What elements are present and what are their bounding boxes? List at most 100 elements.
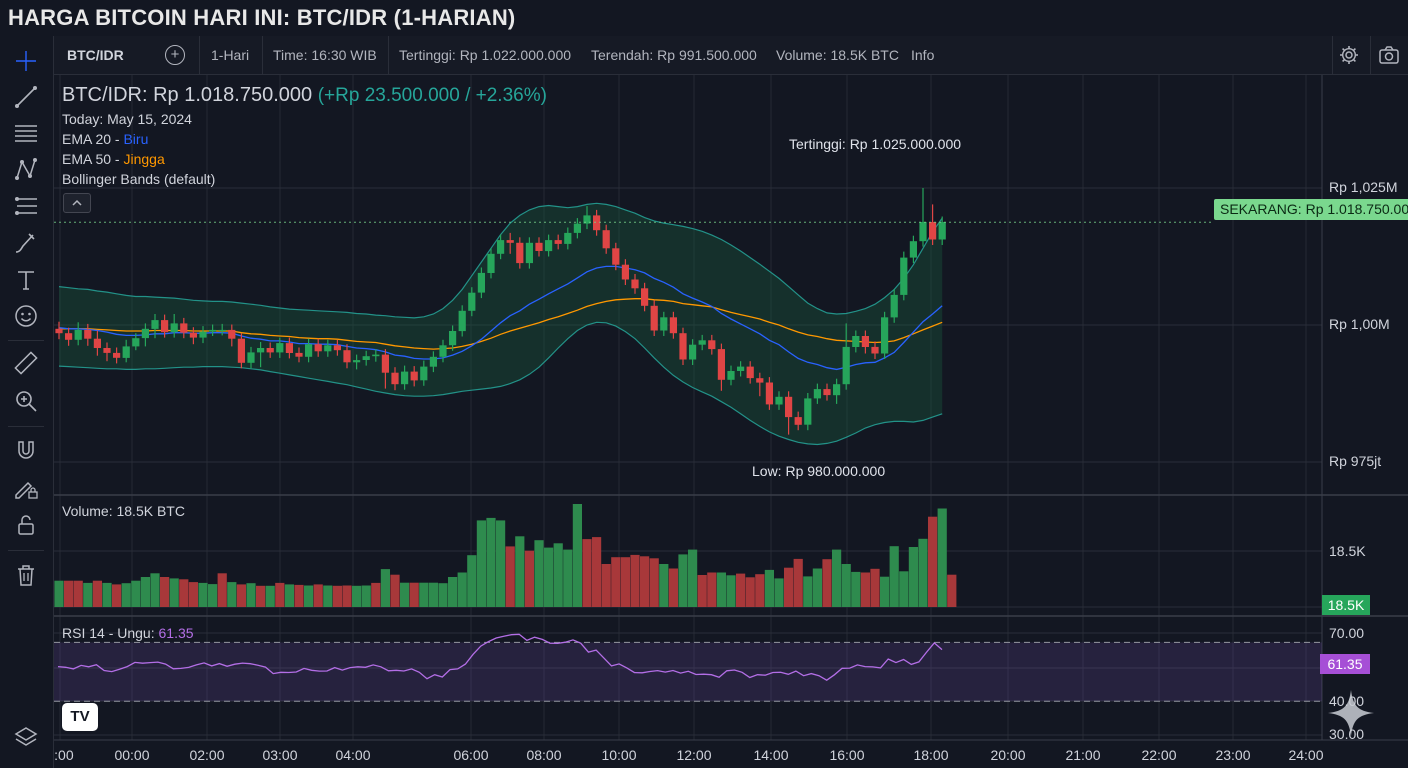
volume-bar [860,572,870,607]
candlesticks [55,188,946,435]
ruler-icon[interactable] [13,350,39,376]
legend-ema20-color: Biru [123,131,149,147]
volume-bar [899,571,909,607]
layers-icon[interactable] [13,724,39,750]
candle-body [237,338,245,363]
candle-body [343,350,351,363]
candle-body [180,323,188,333]
volume-bar [323,585,333,607]
trash-icon[interactable] [13,562,39,588]
volume-bar [112,584,122,607]
candle [698,334,706,351]
horizontal-lines-icon[interactable] [13,120,39,146]
camera-icon[interactable] [1378,44,1400,66]
lock-drawing-icon[interactable] [13,475,39,501]
candle-body [93,338,101,348]
add-symbol-icon[interactable]: + [165,45,185,65]
trend-line-icon[interactable] [13,84,39,110]
candle [477,267,485,299]
tradingview-logo: TV [62,703,98,731]
candle [765,377,773,410]
volume-bar [611,557,621,607]
candle-body [727,371,735,380]
candle [74,322,82,346]
x-tick-label: 08:00 [526,747,561,763]
ema50-line [59,298,943,350]
rsi-label-value: 61.35 [158,625,194,641]
volume-bar [304,585,314,607]
candle [660,311,668,336]
brush-icon[interactable] [13,230,39,256]
pattern-icon[interactable] [13,156,39,182]
candle-body [823,389,831,396]
price-axis-label: Rp 1,00M [1329,316,1390,332]
info-button[interactable]: Info [911,47,935,63]
volume-bar [169,578,179,607]
candle-body [775,396,783,405]
candle [372,349,380,362]
candle [55,321,63,340]
candle [583,206,591,230]
magnet-icon[interactable] [13,438,39,464]
lock-icon[interactable] [13,512,39,538]
fib-icon[interactable] [13,193,39,219]
candle [929,204,937,245]
candle-body [785,396,793,418]
text-icon[interactable] [13,267,39,293]
candle-body [84,329,92,339]
candle-body [919,222,927,242]
chart-legend: BTC/IDR: Rp 1.018.750.000 (+Rp 23.500.00… [62,84,547,187]
candle-body [314,344,322,352]
candle-body [170,323,178,333]
crosshair-icon[interactable] [13,48,39,74]
candle-body [449,331,457,346]
volume-bar [937,508,947,607]
candle-body [65,333,73,340]
gear-icon[interactable] [1338,44,1360,66]
volume-bar [553,543,563,607]
volume-bar [496,520,506,607]
volume-bar [889,546,899,607]
candle-body [852,336,860,347]
candle-body [305,344,313,357]
volume-bar [400,582,410,607]
candle-body [871,346,879,354]
candle-body [468,292,476,311]
volume-bar [438,583,448,607]
candle [717,343,725,391]
candle [65,327,73,346]
legend-collapse-button[interactable] [63,193,91,213]
volume-pane [54,504,957,608]
candle [324,339,332,357]
volume-bar [54,580,64,607]
candle [564,227,572,250]
candle-body [650,305,658,331]
candle [237,333,245,369]
volume-bar [784,567,794,607]
candle [132,333,140,351]
candle [305,338,313,363]
emoji-icon[interactable] [13,303,39,329]
candle [333,339,341,356]
price-axis-label: Rp 1,025M [1329,179,1398,195]
candle [180,317,188,339]
interval-selector[interactable]: 1-Hari [211,47,250,63]
zoom-icon[interactable] [13,388,39,414]
candle [804,393,812,431]
volume-bar [582,539,592,607]
candle-body [660,317,668,331]
symbol-search[interactable]: BTC/IDR [67,47,124,63]
volume-bar [217,573,227,607]
volume-bar [563,549,573,607]
time-readout: Time: 16:30 WIB [273,47,377,63]
low-readout: Terendah: Rp 991.500.000 [591,47,757,63]
candle-body [641,288,649,306]
candle [746,361,754,384]
candle-body [506,240,514,243]
title-bar: HARGA BITCOIN HARI INI: BTC/IDR (1-HARIA… [0,0,1408,37]
candle [84,323,92,346]
candle [938,216,946,245]
candle [535,237,543,257]
candle [343,344,351,369]
